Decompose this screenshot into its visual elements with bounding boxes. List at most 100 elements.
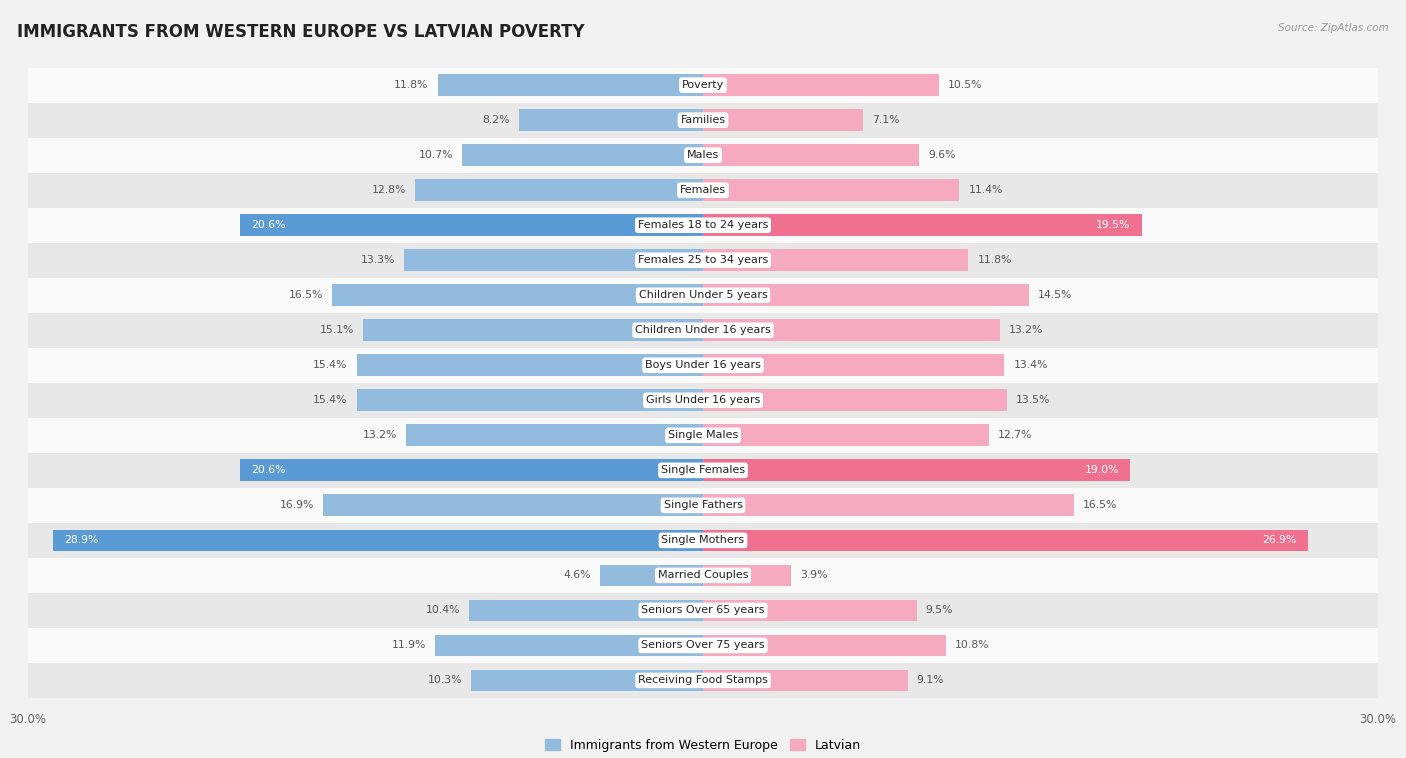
Text: 10.3%: 10.3% xyxy=(427,675,463,685)
Bar xyxy=(357,355,703,376)
Bar xyxy=(703,180,959,201)
Text: 20.6%: 20.6% xyxy=(250,465,285,475)
Bar xyxy=(437,74,703,96)
Bar xyxy=(332,284,703,306)
Text: 12.7%: 12.7% xyxy=(998,431,1032,440)
Bar xyxy=(703,600,917,622)
Text: Source: ZipAtlas.com: Source: ZipAtlas.com xyxy=(1278,23,1389,33)
Bar xyxy=(357,390,703,411)
Text: Families: Families xyxy=(681,115,725,125)
Bar xyxy=(463,144,703,166)
Bar xyxy=(703,319,1000,341)
Bar xyxy=(703,459,1130,481)
Bar xyxy=(703,215,1142,236)
Text: Children Under 5 years: Children Under 5 years xyxy=(638,290,768,300)
Bar xyxy=(363,319,703,341)
Text: 9.1%: 9.1% xyxy=(917,675,945,685)
Bar xyxy=(703,74,939,96)
Bar xyxy=(28,67,1378,102)
Bar xyxy=(703,144,920,166)
Text: Females 18 to 24 years: Females 18 to 24 years xyxy=(638,221,768,230)
Bar xyxy=(703,284,1029,306)
Bar xyxy=(28,593,1378,628)
Bar xyxy=(28,663,1378,698)
Text: 16.9%: 16.9% xyxy=(280,500,314,510)
Text: 11.8%: 11.8% xyxy=(977,255,1012,265)
Bar xyxy=(703,249,969,271)
Text: 10.4%: 10.4% xyxy=(426,606,460,615)
Text: 15.4%: 15.4% xyxy=(314,396,347,406)
Bar xyxy=(28,453,1378,488)
Text: 28.9%: 28.9% xyxy=(65,535,98,545)
Text: 16.5%: 16.5% xyxy=(288,290,323,300)
Bar xyxy=(239,459,703,481)
Legend: Immigrants from Western Europe, Latvian: Immigrants from Western Europe, Latvian xyxy=(540,734,866,756)
Bar xyxy=(28,418,1378,453)
Bar xyxy=(28,558,1378,593)
Text: Single Mothers: Single Mothers xyxy=(661,535,745,545)
Bar xyxy=(703,634,946,656)
Bar xyxy=(28,102,1378,138)
Text: 13.2%: 13.2% xyxy=(363,431,396,440)
Text: 19.5%: 19.5% xyxy=(1097,221,1130,230)
Text: 13.5%: 13.5% xyxy=(1015,396,1050,406)
Text: 15.4%: 15.4% xyxy=(314,360,347,370)
Text: 16.5%: 16.5% xyxy=(1083,500,1118,510)
Bar xyxy=(703,494,1074,516)
Bar xyxy=(28,628,1378,663)
Text: Females 25 to 34 years: Females 25 to 34 years xyxy=(638,255,768,265)
Text: 10.5%: 10.5% xyxy=(948,80,983,90)
Bar xyxy=(28,348,1378,383)
Text: 13.3%: 13.3% xyxy=(360,255,395,265)
Text: Married Couples: Married Couples xyxy=(658,570,748,581)
Bar xyxy=(53,530,703,551)
Text: 14.5%: 14.5% xyxy=(1038,290,1073,300)
Bar xyxy=(28,488,1378,523)
Bar xyxy=(28,523,1378,558)
Text: 11.9%: 11.9% xyxy=(392,641,426,650)
Bar xyxy=(471,669,703,691)
Text: 11.4%: 11.4% xyxy=(969,185,1002,196)
Text: Females: Females xyxy=(681,185,725,196)
Bar xyxy=(415,180,703,201)
Text: 10.7%: 10.7% xyxy=(419,150,453,160)
Bar xyxy=(28,138,1378,173)
Text: Receiving Food Stamps: Receiving Food Stamps xyxy=(638,675,768,685)
Bar xyxy=(323,494,703,516)
Text: 19.0%: 19.0% xyxy=(1084,465,1119,475)
Text: IMMIGRANTS FROM WESTERN EUROPE VS LATVIAN POVERTY: IMMIGRANTS FROM WESTERN EUROPE VS LATVIA… xyxy=(17,23,585,41)
Text: Children Under 16 years: Children Under 16 years xyxy=(636,325,770,335)
Bar xyxy=(470,600,703,622)
Text: Single Males: Single Males xyxy=(668,431,738,440)
Text: 12.8%: 12.8% xyxy=(371,185,406,196)
Bar xyxy=(703,669,908,691)
Text: 9.5%: 9.5% xyxy=(925,606,953,615)
Bar xyxy=(28,313,1378,348)
Text: Single Females: Single Females xyxy=(661,465,745,475)
Text: Males: Males xyxy=(688,150,718,160)
Text: 4.6%: 4.6% xyxy=(562,570,591,581)
Text: 26.9%: 26.9% xyxy=(1263,535,1296,545)
Bar xyxy=(703,530,1308,551)
Text: Seniors Over 65 years: Seniors Over 65 years xyxy=(641,606,765,615)
Text: Girls Under 16 years: Girls Under 16 years xyxy=(645,396,761,406)
Text: Poverty: Poverty xyxy=(682,80,724,90)
Bar xyxy=(404,249,703,271)
Bar xyxy=(436,634,703,656)
Bar xyxy=(28,173,1378,208)
Text: 7.1%: 7.1% xyxy=(872,115,900,125)
Text: 10.8%: 10.8% xyxy=(955,641,990,650)
Bar xyxy=(28,243,1378,277)
Bar xyxy=(519,109,703,131)
Text: 3.9%: 3.9% xyxy=(800,570,827,581)
Bar xyxy=(703,355,1004,376)
Text: 20.6%: 20.6% xyxy=(250,221,285,230)
Text: Seniors Over 75 years: Seniors Over 75 years xyxy=(641,641,765,650)
Text: 15.1%: 15.1% xyxy=(321,325,354,335)
Text: Boys Under 16 years: Boys Under 16 years xyxy=(645,360,761,370)
Bar xyxy=(703,109,863,131)
Text: 13.4%: 13.4% xyxy=(1014,360,1047,370)
Bar xyxy=(703,390,1007,411)
Bar xyxy=(28,208,1378,243)
Text: 11.8%: 11.8% xyxy=(394,80,429,90)
